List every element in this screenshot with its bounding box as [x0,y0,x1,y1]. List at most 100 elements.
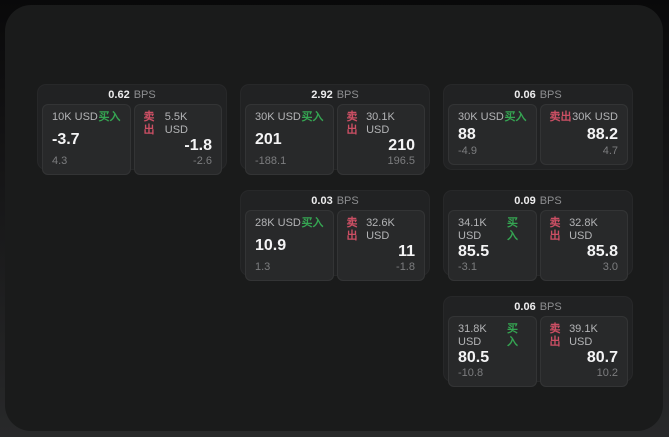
quote-card: 0.06 BPS 30K USD 买入 88 -4.9 卖出 30K USD [443,84,633,170]
sell-tile-header: 卖出 32.8K USD [550,217,619,243]
buy-side-label: 买入 [98,111,121,123]
sell-price: 88.2 [586,125,618,143]
buy-price: 201 [255,130,282,148]
sell-quote-tile[interactable]: 卖出 32.8K USD 85.8 3.0 [539,210,628,281]
card-header: 2.92 BPS [241,85,429,104]
sell-notional: 30.1K USD [366,111,395,136]
buy-quote-tile[interactable]: 31.8K USD 买入 80.5 -10.8 [448,316,537,387]
sell-side-label: 卖出 [143,111,155,136]
buy-notional: 30K USD [255,111,301,123]
quote-card: 0.62 BPS 10K USD 买入 -3.7 4.3 卖出 5.5K USD [37,84,227,175]
quote-card: 2.92 BPS 30K USD 买入 201 -188.1 卖出 30.1K … [240,84,430,175]
buy-quote-tile[interactable]: 30K USD 买入 88 -4.9 [448,104,537,165]
buy-price: 80.5 [458,349,490,366]
buy-tile-header: 30K USD 买入 [458,111,527,124]
card-header: 0.06 BPS [444,85,632,104]
buy-notional: 34.1K USD [458,217,487,242]
buy-quote-tile[interactable]: 10K USD 买入 -3.7 4.3 [42,104,131,175]
sell-delta: -1.8 [396,261,415,273]
sell-quote-tile[interactable]: 卖出 30K USD 88.2 4.7 [539,104,628,165]
buy-quote-tile[interactable]: 28K USD 买入 10.9 1.3 [245,210,334,281]
buy-quote-tile[interactable]: 34.1K USD 买入 85.5 -3.1 [448,210,537,281]
buy-quote-tile[interactable]: 30K USD 买入 201 -188.1 [245,104,334,175]
sell-delta: 196.5 [387,155,415,167]
sell-delta: 10.2 [596,367,618,379]
buy-price: 10.9 [255,236,287,254]
buy-price: 85.5 [458,243,490,260]
buy-side-label: 买入 [301,111,324,123]
sell-delta: 4.7 [602,145,618,157]
sell-notional: 39.1K USD [569,323,598,348]
bps-unit-label: BPS [539,194,562,207]
sell-quote-tile[interactable]: 卖出 5.5K USD -1.8 -2.6 [133,104,222,175]
card-body: 10K USD 买入 -3.7 4.3 卖出 5.5K USD -1.8 -2.… [38,104,226,179]
bps-value: 2.92 [311,88,333,101]
sell-side-label: 卖出 [549,217,561,242]
bps-value: 0.09 [514,194,536,207]
buy-delta: 1.3 [255,261,271,273]
sell-price: 210 [388,137,415,154]
bps-unit-label: BPS [336,88,359,101]
sell-quote-tile[interactable]: 卖出 32.6K USD 11 -1.8 [336,210,425,281]
card-header: 0.06 BPS [444,297,632,316]
sell-tile-header: 卖出 5.5K USD [144,111,213,137]
buy-tile-header: 34.1K USD 买入 [458,217,527,243]
sell-notional: 5.5K USD [164,111,188,136]
bps-value: 0.06 [514,88,536,101]
card-header: 0.03 BPS [241,191,429,210]
card-header: 0.09 BPS [444,191,632,210]
buy-price: -3.7 [52,130,80,148]
main-panel: 0.62 BPS 10K USD 买入 -3.7 4.3 卖出 5.5K USD [5,5,663,431]
buy-delta: -4.9 [458,145,477,157]
quote-card: 0.03 BPS 28K USD 买入 10.9 1.3 卖出 32.6K US… [240,190,430,281]
card-body: 31.8K USD 买入 80.5 -10.8 卖出 39.1K USD 80.… [444,316,632,391]
sell-notional: 32.6K USD [366,217,395,242]
buy-price: 88 [458,125,476,143]
sell-delta: -2.6 [193,155,212,167]
sell-price: 85.8 [586,243,618,260]
buy-delta: -3.1 [458,261,477,273]
sell-tile-header: 卖出 32.6K USD [347,217,416,243]
buy-side-label: 买入 [506,323,518,348]
sell-delta: 3.0 [602,261,618,273]
buy-tile-header: 30K USD 买入 [255,111,324,124]
bps-unit-label: BPS [133,88,156,101]
buy-side-label: 买入 [506,217,518,242]
card-header: 0.62 BPS [38,85,226,104]
sell-price: -1.8 [184,137,212,154]
sell-quote-tile[interactable]: 卖出 30.1K USD 210 196.5 [336,104,425,175]
sell-price: 80.7 [586,349,618,366]
card-body: 30K USD 买入 88 -4.9 卖出 30K USD 88.2 4.7 [444,104,632,169]
bps-value: 0.03 [311,194,333,207]
buy-notional: 30K USD [458,111,504,123]
sell-price: 11 [398,243,415,260]
card-body: 34.1K USD 买入 85.5 -3.1 卖出 32.8K USD 85.8… [444,210,632,285]
bps-value: 0.62 [108,88,130,101]
buy-side-label: 买入 [504,111,527,123]
sell-side-label: 卖出 [549,111,572,123]
buy-tile-header: 28K USD 买入 [255,217,324,230]
sell-tile-header: 卖出 30.1K USD [347,111,416,137]
sell-notional: 30K USD [572,111,618,123]
buy-delta: -188.1 [255,155,287,167]
sell-tile-header: 卖出 30K USD [550,111,619,124]
card-body: 28K USD 买入 10.9 1.3 卖出 32.6K USD 11 -1.8 [241,210,429,285]
buy-tile-header: 31.8K USD 买入 [458,323,527,349]
sell-quote-tile[interactable]: 卖出 39.1K USD 80.7 10.2 [539,316,628,387]
buy-notional: 31.8K USD [458,323,487,348]
bps-unit-label: BPS [539,300,562,313]
buy-tile-header: 10K USD 买入 [52,111,121,124]
buy-delta: -10.8 [458,367,484,379]
bps-unit-label: BPS [539,88,562,101]
buy-notional: 10K USD [52,111,98,123]
card-body: 30K USD 买入 201 -188.1 卖出 30.1K USD 210 1… [241,104,429,179]
buy-side-label: 买入 [301,217,324,229]
sell-tile-header: 卖出 39.1K USD [550,323,619,349]
quote-card: 0.09 BPS 34.1K USD 买入 85.5 -3.1 卖出 32.8K… [443,190,633,281]
buy-delta: 4.3 [52,155,68,167]
bps-unit-label: BPS [336,194,359,207]
sell-side-label: 卖出 [346,111,358,136]
bps-value: 0.06 [514,300,536,313]
buy-notional: 28K USD [255,217,301,229]
quote-cards-grid: 0.62 BPS 10K USD 买入 -3.7 4.3 卖出 5.5K USD [37,84,633,387]
